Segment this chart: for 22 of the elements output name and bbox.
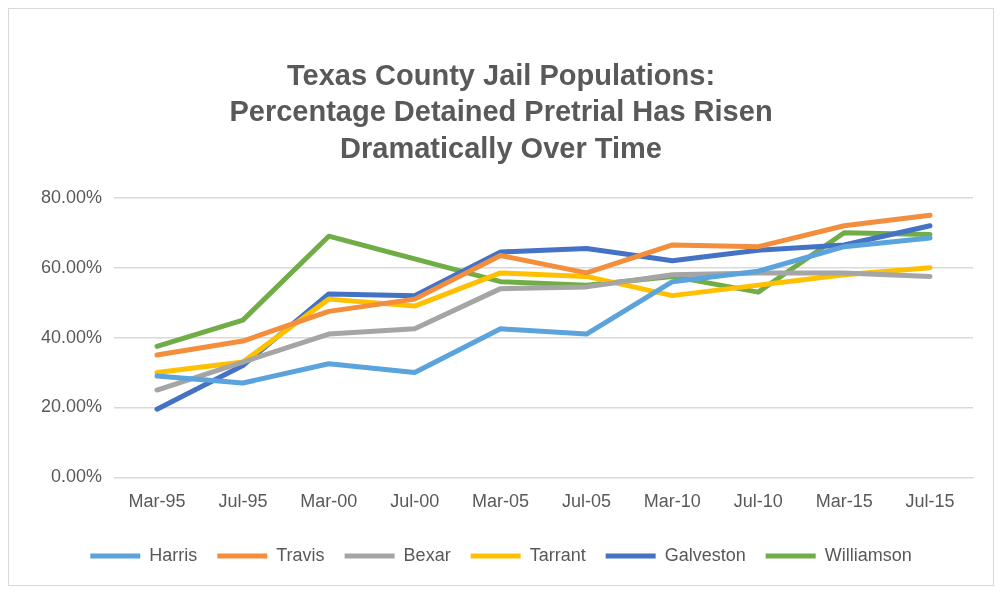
y-tick-label: 60.00%: [40, 256, 103, 277]
y-tick-label: 40.00%: [40, 326, 103, 347]
y-tick-label: 0.00%: [51, 466, 103, 487]
legend-label: Harris: [149, 544, 198, 565]
legend-label: Williamson: [824, 544, 912, 565]
x-tick-label: Mar-15: [815, 491, 873, 512]
x-tick-label: Jul-95: [218, 491, 268, 512]
x-tick-label: Jul-05: [561, 491, 611, 512]
legend-label: Bexar: [403, 544, 451, 565]
x-tick-label: Jul-15: [905, 491, 955, 512]
x-tick-label: Jul-00: [390, 491, 440, 512]
x-tick-label: Jul-10: [733, 491, 783, 512]
x-tick-label: Mar-05: [472, 491, 530, 512]
chart-title: Texas County Jail Populations: Percentage Detained Pretrial Has Risen Dramatically Over Time: [229, 59, 773, 164]
x-tick-label: Mar-00: [300, 491, 358, 512]
y-tick-label: 80.00%: [40, 186, 103, 207]
legend-label: Tarrant: [529, 544, 586, 565]
legend-label: Galveston: [664, 544, 746, 565]
x-tick-label: Mar-95: [128, 491, 186, 512]
legend-label: Travis: [276, 544, 325, 565]
x-tick-label: Mar-10: [643, 491, 701, 512]
y-tick-label: 20.00%: [40, 396, 103, 417]
